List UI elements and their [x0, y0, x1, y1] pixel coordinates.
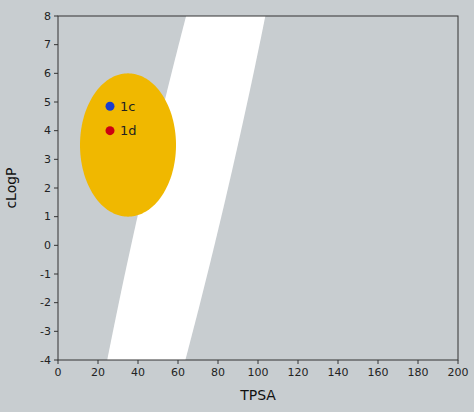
tick-mark [298, 360, 299, 364]
tick-label: -4 [40, 354, 51, 367]
tick-mark [54, 102, 58, 103]
tick-mark [54, 188, 58, 189]
plot-frame [58, 16, 458, 360]
tick-label: 200 [448, 366, 469, 379]
tick-label: 180 [408, 366, 429, 379]
tick-label: -1 [40, 268, 51, 281]
tick-mark [54, 44, 58, 45]
tick-label: 1 [44, 210, 51, 223]
tick-label: -3 [40, 325, 51, 338]
tick-label: 100 [248, 366, 269, 379]
chart: 1c 1d 0 20 40 60 80 100 120 140 160 180 200 -4 -3 -2 -1 0… [0, 0, 474, 412]
point-label: 1c [120, 99, 135, 114]
tick-mark [54, 73, 58, 74]
tick-label: -2 [40, 296, 51, 309]
tick-mark [98, 360, 99, 364]
tick-mark [54, 302, 58, 303]
region-ellipse [80, 73, 176, 216]
tick-mark [54, 159, 58, 160]
tick-label: 2 [44, 182, 51, 195]
tick-label: 140 [328, 366, 349, 379]
tick-mark [178, 360, 179, 364]
y-axis-label: cLogP [3, 167, 19, 208]
tick-label: 5 [44, 96, 51, 109]
tick-label: 60 [171, 366, 185, 379]
tick-mark [418, 360, 419, 364]
tick-label: 8 [44, 10, 51, 23]
tick-mark [58, 360, 59, 364]
tick-mark [378, 360, 379, 364]
tick-mark [54, 130, 58, 131]
tick-mark [54, 360, 58, 361]
tick-mark [54, 216, 58, 217]
tick-label: 20 [91, 366, 105, 379]
tick-label: 4 [44, 124, 51, 137]
tick-mark [258, 360, 259, 364]
tick-mark [338, 360, 339, 364]
x-axis-label: TPSA [239, 387, 276, 403]
point [106, 102, 115, 111]
point [106, 126, 115, 135]
tick-mark [54, 331, 58, 332]
tick-label: 120 [288, 366, 309, 379]
tick-label: 6 [44, 67, 51, 80]
tick-label: 3 [44, 153, 51, 166]
tick-label: 7 [44, 38, 51, 51]
tick-mark [54, 16, 58, 17]
tick-label: 40 [131, 366, 145, 379]
tick-label: 160 [368, 366, 389, 379]
tick-mark [218, 360, 219, 364]
tick-label: 0 [55, 366, 62, 379]
region-ellipse [67, 16, 309, 360]
tick-mark [54, 274, 58, 275]
tick-label: 0 [44, 239, 51, 252]
tick-mark [138, 360, 139, 364]
point-label: 1d [120, 123, 137, 138]
tick-mark [54, 245, 58, 246]
tick-mark [458, 360, 459, 364]
tick-label: 80 [211, 366, 225, 379]
plot-area [67, 16, 309, 360]
